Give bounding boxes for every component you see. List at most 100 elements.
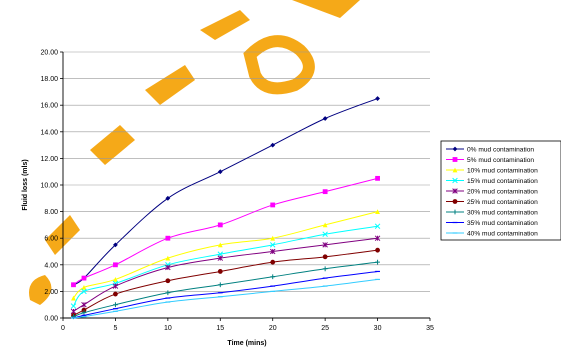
data-point (270, 259, 276, 265)
data-point (374, 223, 381, 229)
data-point (113, 291, 118, 297)
data-point (374, 235, 381, 241)
y-tick-label: 14.00 (40, 129, 58, 136)
data-point (270, 235, 276, 241)
data-point (113, 242, 118, 248)
legend-marker (452, 146, 458, 152)
series-1 (71, 175, 380, 288)
data-point (70, 303, 77, 309)
x-tick-label: 15 (216, 325, 224, 332)
x-axis-label: Time (mins) (227, 340, 266, 347)
data-point (112, 283, 119, 289)
legend-label: 35% mud contamination (467, 220, 538, 227)
series-7 (71, 270, 380, 319)
legend-item: 10% mud contamination (446, 168, 538, 175)
data-point (270, 274, 276, 280)
series-line (73, 177, 378, 286)
legend-label: 15% mud contamination (467, 178, 538, 185)
data-point (81, 310, 87, 316)
y-tick-label: 8.00 (44, 209, 58, 216)
data-point (217, 282, 223, 288)
legend-marker (452, 188, 458, 194)
x-tick-label: 25 (321, 325, 329, 332)
data-point (217, 222, 223, 228)
data-point (113, 262, 118, 268)
data-point (322, 266, 328, 272)
data-point (71, 295, 76, 301)
data-point (113, 277, 118, 282)
y-axis-label: Fluid loss (mls) (22, 159, 29, 210)
y-tick-label: 4.00 (44, 262, 58, 269)
x-tick-label: 5 (113, 325, 117, 332)
legend-item: 20% mud contamination (446, 188, 538, 196)
series-line (73, 237, 378, 312)
series-line (73, 278, 378, 319)
data-point (165, 264, 171, 271)
y-tick-label: 18.00 (40, 76, 58, 83)
data-point (165, 255, 171, 261)
data-point (165, 290, 171, 296)
data-point (71, 282, 76, 288)
legend-label: 25% mud contamination (467, 199, 538, 206)
data-point (81, 275, 87, 281)
legend-label: 30% mud contamination (467, 210, 538, 217)
y-tick-label: 20.00 (40, 50, 58, 57)
legend-marker (452, 199, 458, 204)
data-point (322, 189, 328, 195)
data-point (375, 175, 380, 181)
data-point (81, 288, 87, 295)
y-tick-label: 16.00 (40, 103, 58, 110)
data-point (165, 235, 171, 241)
legend-item: 25% mud contamination (446, 199, 538, 206)
data-point (165, 278, 171, 284)
data-point (375, 259, 380, 265)
y-tick-label: 12.00 (40, 156, 58, 163)
legend-label: 40% mud contamination (467, 231, 538, 238)
series-line (73, 261, 378, 318)
x-tick-label: 30 (374, 325, 382, 332)
x-tick-label: 0 (61, 325, 65, 332)
legend-marker (452, 167, 458, 173)
legend-item: 0% mud contamination (446, 147, 534, 154)
data-point (217, 169, 223, 175)
series-8 (71, 278, 380, 319)
legend-label: 0% mud contamination (467, 147, 534, 154)
series-4 (70, 235, 381, 315)
legend-label: 5% mud contamination (467, 157, 534, 164)
data-point (269, 248, 276, 255)
data-point (217, 242, 223, 248)
series-2 (71, 209, 380, 301)
axes: 0.00 2.00 4.00 6.00 8.00 10.00 12.00 14.00 16.00… (40, 50, 434, 333)
data-point (217, 269, 223, 274)
legend-label: 20% mud contamination (467, 189, 538, 196)
legend-item: 30% mud contamination (446, 210, 538, 217)
data-point (322, 222, 328, 228)
legend-item: 40% mud contamination (446, 231, 538, 238)
data-point (375, 209, 380, 214)
legend-item: 35% mud contamination (446, 220, 538, 227)
data-point (322, 254, 328, 260)
data-point (81, 301, 87, 308)
data-point (269, 242, 276, 248)
data-point (81, 285, 87, 290)
data-point (217, 255, 224, 261)
series-line (73, 211, 378, 299)
series-0 (71, 96, 380, 288)
y-tick-label: 10.00 (40, 183, 58, 190)
x-tick-label: 35 (426, 325, 434, 332)
data-point (81, 307, 87, 313)
legend-item: 15% mud contamination (446, 177, 538, 185)
legend: 0% mud contamination 5% mud contamination… (440, 140, 561, 241)
data-point (270, 202, 276, 208)
x-tick-label: 10 (164, 325, 172, 332)
data-point (322, 231, 328, 237)
grid-lines (63, 51, 430, 292)
data-point (270, 142, 276, 148)
y-tick-label: 0.00 (44, 316, 58, 323)
data-point (217, 251, 224, 257)
data-point (375, 247, 380, 253)
series-line (73, 249, 378, 316)
series-6 (71, 259, 380, 320)
